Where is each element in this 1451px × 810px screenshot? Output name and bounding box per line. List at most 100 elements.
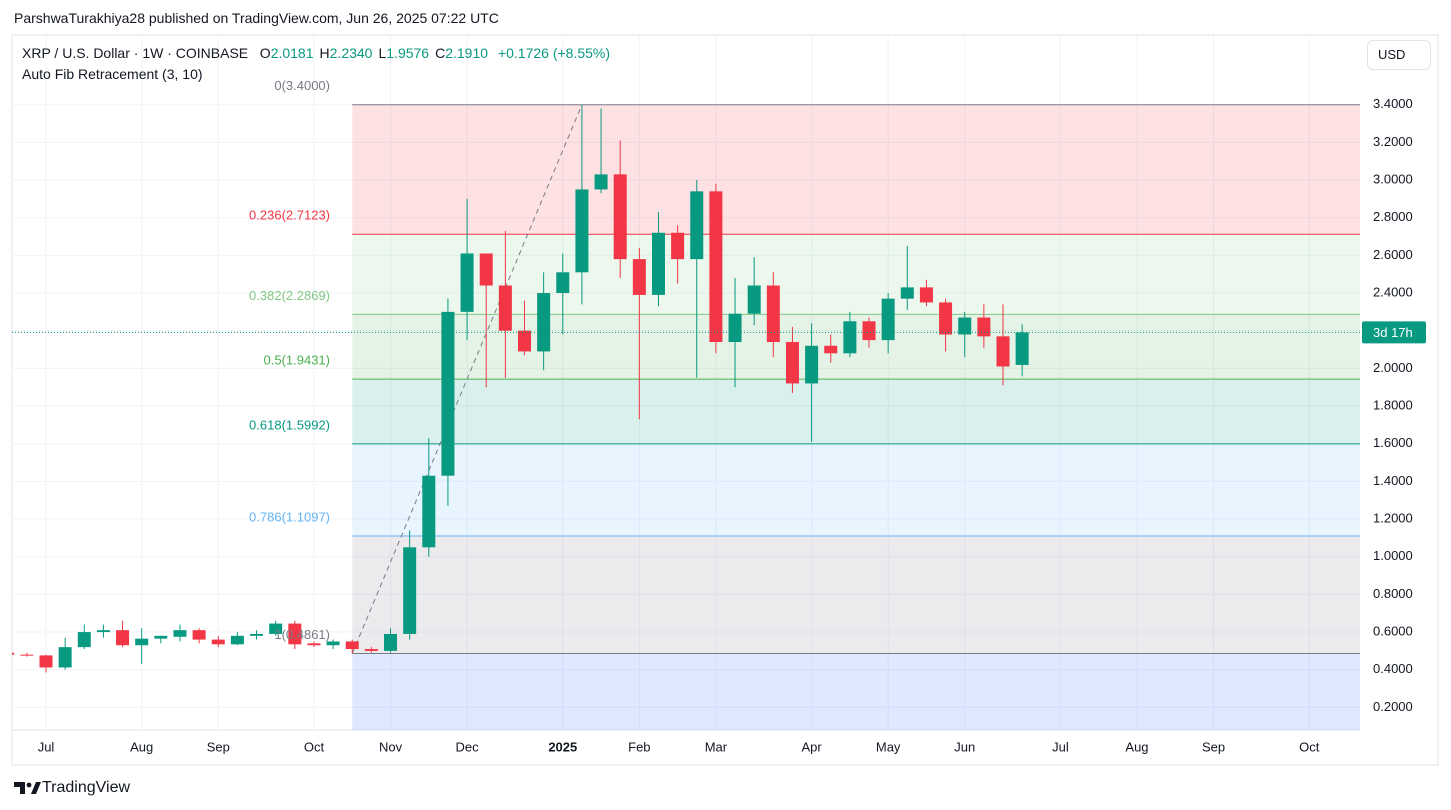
x-tick-label: Mar	[705, 739, 728, 754]
candle-body	[326, 641, 340, 646]
x-tick-label: Dec	[456, 739, 480, 754]
candle-body	[192, 630, 206, 640]
candle-body	[977, 317, 991, 337]
candle-body	[479, 253, 493, 286]
y-tick-label: 0.4000	[1373, 661, 1413, 676]
y-tick-label: 3.2000	[1373, 134, 1413, 149]
candle-body	[384, 633, 398, 651]
y-tick-label: 1.4000	[1373, 473, 1413, 488]
y-tick-label: 1.0000	[1373, 548, 1413, 563]
candle-body	[1015, 332, 1029, 365]
x-tick-label: Apr	[801, 739, 822, 754]
y-tick-label: 2.6000	[1373, 247, 1413, 262]
fib-label: 0.786(1.1097)	[249, 509, 330, 524]
brand: TradingView	[42, 779, 131, 796]
candle-body	[881, 298, 895, 341]
candle-body	[211, 639, 225, 645]
indicator-name: Auto Fib Retracement (3, 10)	[22, 66, 203, 82]
candle-body	[671, 232, 685, 260]
ohlc-value: 1.9576	[386, 45, 430, 61]
countdown: 3d 17h	[1373, 325, 1413, 340]
candle-body	[460, 253, 474, 312]
y-tick-label: 0.2000	[1373, 699, 1413, 714]
candle-body	[651, 232, 665, 295]
candle-body	[843, 321, 857, 354]
candle-body	[345, 641, 359, 650]
x-tick-label: Jul	[38, 739, 55, 754]
x-tick-label: Nov	[379, 739, 403, 754]
ohlc-key: L	[378, 45, 387, 61]
candle-body	[12, 652, 15, 655]
candle-body	[537, 293, 551, 352]
fib-label: 0.236(2.7123)	[249, 208, 330, 223]
candle-body	[288, 623, 302, 645]
plot-area	[12, 35, 1360, 730]
y-tick-label: 1.6000	[1373, 435, 1413, 450]
candle-body	[900, 287, 914, 299]
ohlc-value: 2.0181	[270, 45, 314, 61]
ohlc: O2.0181 H2.2340 L1.9576 C2.1910	[260, 45, 494, 61]
candle-body	[518, 330, 531, 352]
candle-body	[135, 638, 149, 646]
y-tick-label: 1.2000	[1373, 510, 1413, 525]
x-tick-label: Sep	[207, 739, 230, 754]
fib-zone	[352, 379, 1360, 444]
symbol: XRP / U.S. Dollar · 1W · COINBASE	[22, 45, 249, 61]
fib-label: 0.5(1.9431)	[264, 353, 331, 368]
fib-zone	[352, 536, 1360, 654]
candle-body	[39, 655, 53, 668]
candle-body	[364, 649, 378, 651]
symbol-legend: XRP / U.S. Dollar · 1W · COINBASE O2.018…	[22, 45, 616, 61]
y-tick-label: 2.0000	[1373, 360, 1413, 375]
y-tick-label: 0.8000	[1373, 586, 1413, 601]
candle-body	[422, 475, 436, 548]
y-tick-label: 2.4000	[1373, 284, 1413, 299]
fib-trend-line	[351, 104, 583, 654]
fib-zone	[352, 653, 1360, 730]
candle-body	[805, 345, 819, 384]
candle-body	[709, 191, 723, 343]
tv-logo	[14, 782, 41, 794]
candle-body	[766, 285, 780, 343]
candle-body	[785, 342, 799, 384]
fib-zone	[352, 104, 1360, 235]
candle-body	[250, 633, 264, 636]
candle-body	[96, 630, 110, 633]
candle-body	[498, 285, 512, 331]
x-tick-label: Jun	[954, 739, 975, 754]
x-tick-label: Sep	[1202, 739, 1225, 754]
candle-body	[556, 272, 570, 294]
candle-body	[613, 174, 627, 260]
chart-frame	[11, 34, 1439, 766]
y-tick-label: 3.4000	[1373, 96, 1413, 111]
ohlc-key: H	[319, 45, 330, 61]
candle-body	[441, 311, 455, 476]
currency-button[interactable]: USD	[1367, 40, 1431, 70]
fib-label: 1(0.4861)	[274, 627, 330, 642]
candle-body	[728, 313, 742, 343]
fib-label: 0.618(1.5992)	[249, 417, 330, 432]
candle-body	[173, 630, 187, 637]
candle-body	[958, 317, 972, 335]
ohlc-value: 2.2340	[329, 45, 373, 61]
publisher-line: ParshwaTurakhiya28 published on TradingV…	[14, 10, 499, 26]
candle-body	[996, 336, 1010, 367]
fib-zone	[352, 443, 1360, 537]
candle-body	[690, 191, 704, 260]
candle-body	[269, 623, 283, 634]
y-tick-label: 2.8000	[1373, 209, 1413, 224]
y-tick-label: 0.6000	[1373, 623, 1413, 638]
candle-body	[154, 635, 168, 639]
candle-body	[230, 635, 244, 645]
candle-body	[862, 321, 876, 341]
x-tick-label: Oct	[1299, 739, 1320, 754]
fib-label: 0.382(2.2869)	[249, 288, 330, 303]
x-tick-label: May	[876, 739, 901, 754]
candle-body	[77, 632, 91, 648]
candle-body	[403, 547, 417, 634]
candle-body	[575, 189, 589, 273]
fib-zone	[352, 234, 1360, 315]
candle-body	[116, 630, 130, 646]
